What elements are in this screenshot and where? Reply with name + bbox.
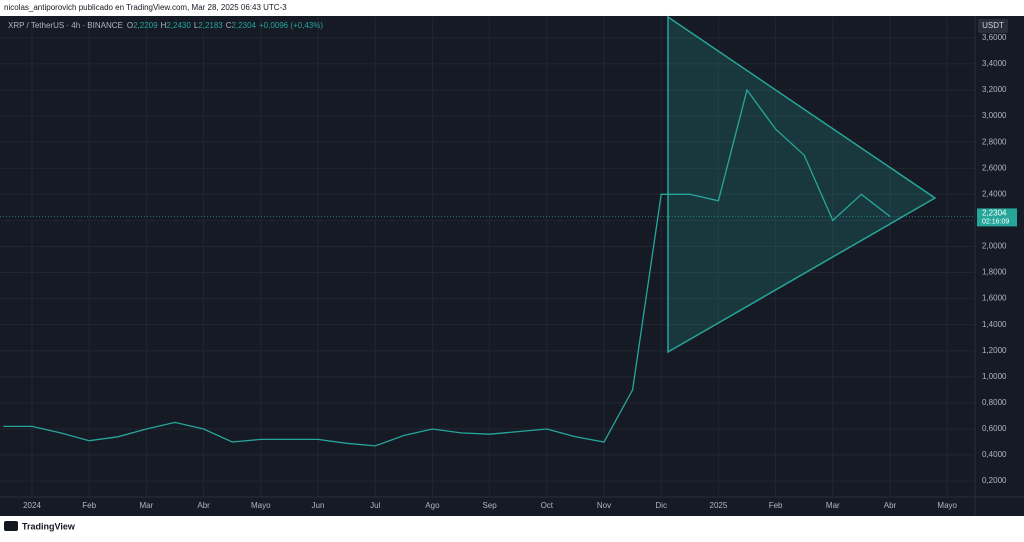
x-tick-label: 2025 <box>710 501 728 510</box>
brand: TradingView <box>22 521 76 531</box>
y-tick-label: 2,0000 <box>982 242 1007 251</box>
y-tick-label: 2,8000 <box>982 137 1007 146</box>
y-tick-label: 3,2000 <box>982 85 1007 94</box>
x-tick-label: Mayo <box>251 501 271 510</box>
y-tick-label: 3,0000 <box>982 111 1007 120</box>
currency-button[interactable] <box>978 19 1008 33</box>
symbol: XRP / TetherUS · 4h · BINANCE <box>8 21 123 30</box>
byline: nicolas_antiporovich publicado en Tradin… <box>4 3 287 12</box>
l-label: L <box>194 21 199 30</box>
o-value: 2,2209 <box>133 21 158 30</box>
x-tick-label: Feb <box>769 501 783 510</box>
y-tick-label: 3,4000 <box>982 59 1007 68</box>
y-tick-label: 1,6000 <box>982 294 1007 303</box>
h-label: H <box>161 21 167 30</box>
y-tick-label: 2,6000 <box>982 163 1007 172</box>
y-tick-label: 1,2000 <box>982 346 1007 355</box>
x-tick-label: 2024 <box>23 501 41 510</box>
x-tick-label: Jul <box>370 501 380 510</box>
h-value: 2,2430 <box>166 21 191 30</box>
c-label: C <box>226 21 232 30</box>
x-tick-label: Feb <box>82 501 96 510</box>
change: +0,0096 (+0,43%) <box>259 21 323 30</box>
y-tick-label: 0,4000 <box>982 450 1007 459</box>
x-tick-label: Mayo <box>937 501 957 510</box>
c-value: 2,2304 <box>232 21 257 30</box>
y-tick-label: 0,8000 <box>982 398 1007 407</box>
x-tick-label: Oct <box>541 501 554 510</box>
y-tick-label: 0,6000 <box>982 424 1007 433</box>
bottom-bar <box>0 516 1024 537</box>
triangle-pattern <box>667 15 937 354</box>
top-bar <box>0 0 1024 16</box>
chart-area <box>0 16 1024 516</box>
y-tick-label: 1,0000 <box>982 372 1007 381</box>
x-tick-label: Ago <box>425 501 440 510</box>
y-tick-label: 2,4000 <box>982 189 1007 198</box>
y-tick-label: 0,2000 <box>982 476 1007 485</box>
x-tick-label: Jun <box>312 501 325 510</box>
x-tick-label: Abr <box>197 501 210 510</box>
x-tick-label: Abr <box>884 501 897 510</box>
x-tick-label: Mar <box>140 501 154 510</box>
plot <box>3 88 891 447</box>
last-price-badge <box>977 208 1017 227</box>
currency[interactable]: USDT <box>982 21 1004 30</box>
x-tick-label: Nov <box>597 501 611 510</box>
l-value: 2,2183 <box>198 21 223 30</box>
y-tick-label: 1,8000 <box>982 268 1007 277</box>
y-tick-label: 1,4000 <box>982 320 1007 329</box>
grid <box>0 17 975 497</box>
x-tick-label: Sep <box>482 501 497 510</box>
o-label: O <box>127 21 133 30</box>
price-line <box>3 88 891 447</box>
legend-title: XRP / TetherUS · 4h · BINANCE O2,2209 H2,2… <box>8 21 323 30</box>
x-tick-label: Dic <box>655 501 667 510</box>
last-price-label: 2,2304 <box>982 209 1007 218</box>
countdown: 02:16:09 <box>982 218 1009 225</box>
y-tick-label: 3,6000 <box>982 33 1007 42</box>
logo-icon <box>4 521 18 531</box>
x-tick-label: Mar <box>826 501 840 510</box>
